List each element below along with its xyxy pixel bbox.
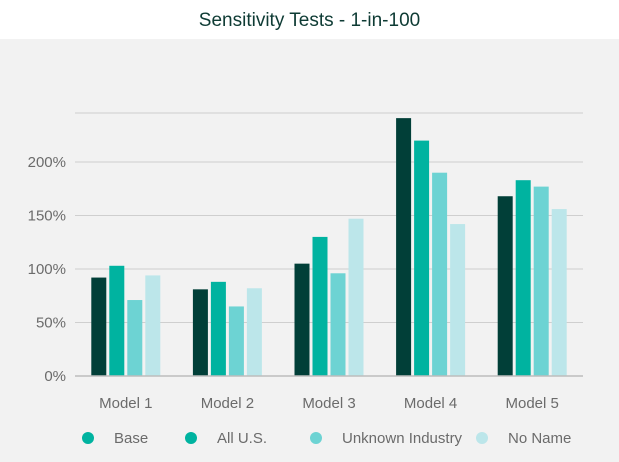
bar	[210, 281, 226, 376]
y-tick-label: 50%	[36, 315, 66, 332]
bar	[330, 273, 346, 376]
bar	[450, 224, 466, 376]
legend-marker	[310, 432, 322, 444]
legend-label: Base	[114, 430, 148, 447]
x-tick-label: Model 2	[201, 395, 254, 412]
bar	[533, 186, 549, 376]
bar	[551, 209, 567, 376]
x-tick-label: Model 4	[404, 395, 457, 412]
y-tick-label: 150%	[28, 208, 66, 225]
bar	[246, 288, 262, 376]
legend-label: No Name	[508, 430, 571, 447]
legend-label: All U.S.	[217, 430, 267, 447]
bar	[348, 218, 364, 376]
legend-marker	[82, 432, 94, 444]
legend-marker	[476, 432, 488, 444]
x-tick-label: Model 5	[506, 395, 559, 412]
bar	[414, 140, 430, 376]
y-tick-label: 100%	[28, 261, 66, 278]
bar	[228, 306, 244, 376]
legend-label: Unknown Industry	[342, 430, 463, 447]
x-tick-label: Model 3	[302, 395, 355, 412]
x-tick-label: Model 1	[99, 395, 152, 412]
bar	[91, 277, 107, 376]
bar	[396, 118, 412, 376]
bar	[294, 263, 310, 376]
bar	[145, 275, 161, 376]
bar	[497, 196, 513, 376]
legend-marker	[185, 432, 197, 444]
y-tick-label: 0%	[44, 368, 66, 385]
bar	[515, 180, 531, 376]
bar	[432, 172, 448, 376]
y-tick-label: 200%	[28, 154, 66, 171]
bar	[109, 265, 125, 376]
chart-title: Sensitivity Tests - 1-in-100	[198, 10, 421, 31]
bar	[192, 289, 208, 376]
bar	[312, 236, 328, 376]
bar	[127, 300, 143, 376]
